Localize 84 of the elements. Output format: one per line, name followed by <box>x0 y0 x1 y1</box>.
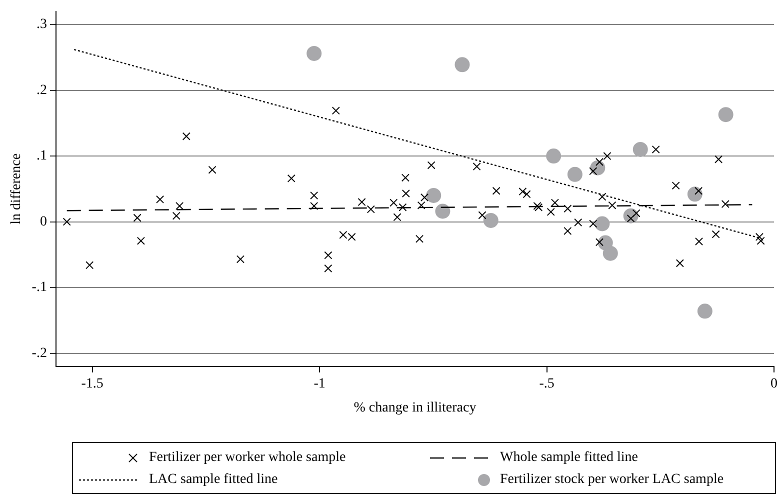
legend-label: Whole sample fitted line <box>500 450 638 466</box>
point <box>598 192 606 201</box>
point <box>427 161 436 170</box>
point <box>602 246 618 261</box>
point <box>478 211 486 220</box>
point <box>595 158 604 166</box>
point <box>574 218 582 226</box>
legend-label: Fertilizer stock per worker LAC sample <box>500 472 724 488</box>
y-tick-label: .3 <box>36 17 47 32</box>
point <box>339 230 348 239</box>
point <box>426 188 442 203</box>
point <box>136 236 145 245</box>
point <box>398 203 407 212</box>
point <box>564 226 572 236</box>
point <box>697 304 712 319</box>
point <box>420 193 429 202</box>
point <box>632 142 648 157</box>
point <box>86 261 94 270</box>
point <box>694 237 704 246</box>
x-tick-label: -.5 <box>539 376 554 392</box>
legend-label: Fertilizer per worker whole sample <box>149 450 346 466</box>
point <box>564 204 572 213</box>
point <box>567 166 582 182</box>
point <box>672 182 680 190</box>
y-tick-label: -.1 <box>32 280 47 296</box>
y-tick-label: .1 <box>36 148 47 164</box>
point <box>390 198 398 207</box>
point <box>595 238 604 246</box>
y-tick-label: -.2 <box>32 346 47 361</box>
x-tick-label: -1.5 <box>81 376 104 392</box>
point <box>550 198 559 207</box>
point <box>176 202 184 210</box>
point <box>332 106 340 115</box>
point <box>718 107 734 122</box>
y-tick-label: 0 <box>40 214 47 230</box>
point <box>402 189 410 198</box>
point <box>483 212 498 228</box>
point <box>712 230 720 238</box>
point <box>755 232 764 241</box>
point <box>546 208 555 216</box>
point <box>603 152 612 160</box>
x-tick-label: 0 <box>770 376 778 392</box>
point <box>632 209 640 218</box>
point <box>522 190 531 198</box>
point <box>358 198 366 206</box>
point <box>518 187 527 196</box>
point <box>287 174 296 182</box>
y-tick-label: .2 <box>36 82 47 98</box>
point <box>589 220 598 228</box>
point <box>62 218 71 226</box>
point <box>324 264 332 272</box>
point <box>310 191 318 200</box>
point <box>756 236 765 245</box>
point <box>401 174 410 182</box>
x-axis-title: % change in illiteracy <box>354 400 476 416</box>
point <box>415 234 424 243</box>
point <box>324 251 332 260</box>
point <box>714 155 723 164</box>
point <box>208 166 216 174</box>
point <box>366 205 375 214</box>
point <box>594 216 610 232</box>
point <box>435 204 450 219</box>
point <box>472 162 481 171</box>
point <box>133 214 142 222</box>
point <box>721 200 730 208</box>
point <box>172 212 180 220</box>
point <box>348 232 356 241</box>
point <box>393 213 402 222</box>
point <box>417 201 426 210</box>
point <box>454 57 470 72</box>
point <box>236 255 245 264</box>
point <box>306 46 322 61</box>
point <box>589 167 598 176</box>
point <box>608 201 616 210</box>
point <box>156 195 164 204</box>
point <box>310 202 318 210</box>
y-axis-title: ln difference <box>9 153 24 224</box>
point <box>676 259 684 268</box>
point <box>652 145 660 154</box>
x-tick-label: -1 <box>314 376 326 392</box>
point <box>546 148 562 164</box>
point <box>182 132 190 140</box>
point <box>492 186 500 195</box>
legend-label: LAC sample fitted line <box>149 472 278 488</box>
